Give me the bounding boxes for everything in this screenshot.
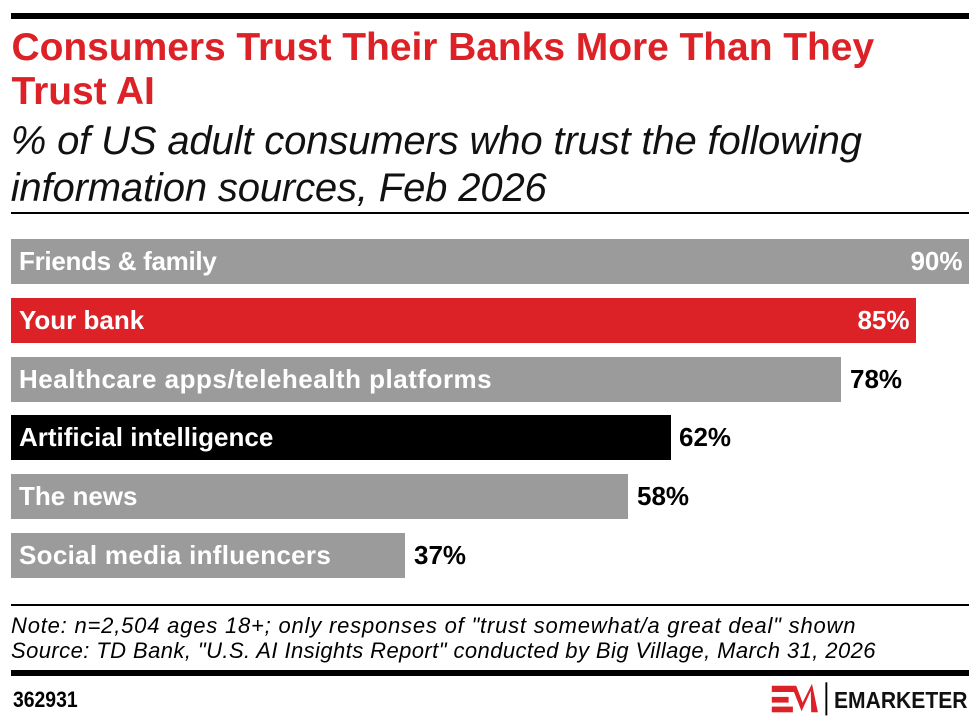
svg-text:EMARKETER: EMARKETER xyxy=(834,687,968,713)
